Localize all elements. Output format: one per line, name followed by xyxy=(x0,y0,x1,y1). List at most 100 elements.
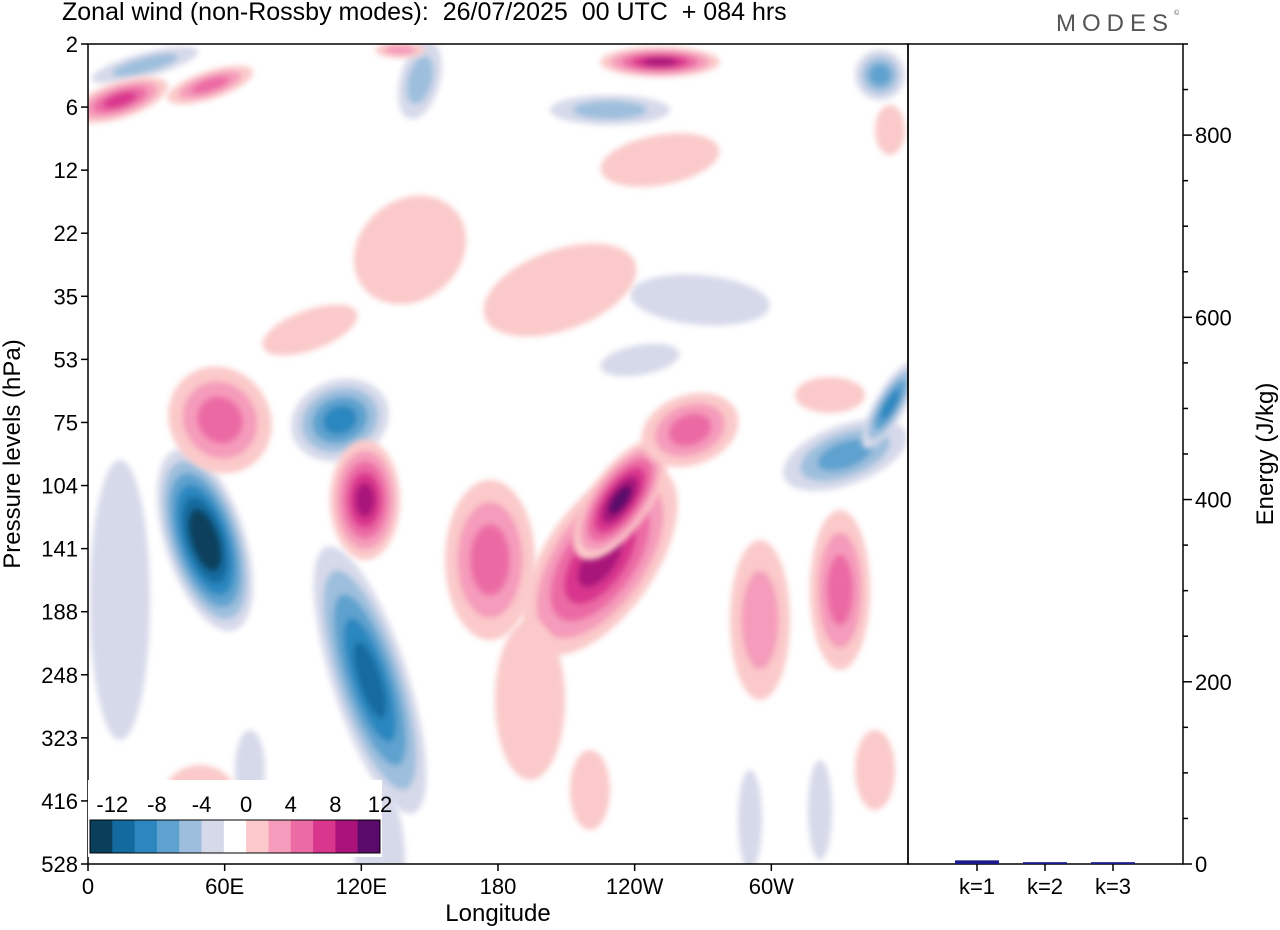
contour-level xyxy=(808,760,832,860)
contour-level xyxy=(570,750,610,830)
y-tick-label: 53 xyxy=(54,347,78,372)
contour-blob xyxy=(90,460,150,740)
contour-level xyxy=(630,274,770,326)
contour-blob xyxy=(91,46,199,84)
contour-level xyxy=(322,405,358,435)
contour-level xyxy=(190,76,230,94)
contour-level xyxy=(483,243,637,337)
contour-level xyxy=(868,63,892,87)
colorbar-frame xyxy=(89,819,381,854)
contour-blob xyxy=(166,65,254,105)
energy-bars: k=1 k=2 k=3 xyxy=(955,860,1135,899)
contour-level xyxy=(880,389,900,421)
colorbar-swatch xyxy=(313,820,336,853)
contour-blob xyxy=(808,760,832,860)
contour-blob xyxy=(875,105,905,155)
contour-blob xyxy=(641,392,739,468)
energy-bar xyxy=(1091,862,1135,864)
contour-level xyxy=(353,641,387,719)
energy-panel-frame xyxy=(907,43,1184,865)
contour-blob xyxy=(855,50,905,100)
contour-blob xyxy=(810,510,870,670)
contour-level xyxy=(353,195,467,305)
contour-level xyxy=(355,482,375,518)
contour-level xyxy=(573,100,647,120)
contour-blob xyxy=(353,195,467,305)
contour-level xyxy=(855,730,895,810)
contour-level xyxy=(795,377,865,413)
y-tick-label: 141 xyxy=(41,537,78,562)
y-tick-label: 75 xyxy=(54,410,78,435)
colorbar-tick-label: 0 xyxy=(240,792,252,817)
contour-blob xyxy=(495,620,565,780)
energy-axis: 0 200 400 600 800 xyxy=(1183,43,1232,877)
energy-bar xyxy=(1023,862,1067,864)
y-tick-label: 188 xyxy=(41,600,78,625)
contour-blob xyxy=(88,76,168,124)
energy-axis-label: Energy (J/kg) xyxy=(1252,383,1279,526)
contour-blob xyxy=(313,546,427,814)
x-tick-label: 60E xyxy=(205,874,244,899)
x-axis-label: Longitude xyxy=(445,900,550,927)
contour-blob xyxy=(550,95,670,125)
colorbar-swatch xyxy=(201,820,225,853)
contour-blob xyxy=(445,480,535,640)
contour-blob xyxy=(630,274,770,326)
contour-level xyxy=(600,133,720,187)
contour-level xyxy=(608,485,632,515)
y-tick-label: 2 xyxy=(66,32,78,57)
contour-level xyxy=(188,508,222,572)
contour-blob xyxy=(330,440,400,560)
contour-level xyxy=(470,524,510,596)
x-tick-label: 120W xyxy=(606,874,664,899)
contour-blob xyxy=(375,44,425,58)
contour-blob xyxy=(600,47,720,77)
contour-blob xyxy=(262,304,358,356)
contour-level xyxy=(738,770,762,864)
colorbar-swatch xyxy=(335,820,359,853)
contour-level xyxy=(817,439,873,471)
contour-blob xyxy=(738,770,762,864)
y-tick-label: 22 xyxy=(54,221,78,246)
energy-tick-label: 600 xyxy=(1195,305,1232,330)
contour-level xyxy=(90,460,150,740)
x-axis: 0 60E 120E 180 120W 60W xyxy=(82,864,794,899)
colorbar-swatch xyxy=(357,820,381,853)
contour-blob xyxy=(572,440,668,560)
contour-blob xyxy=(156,448,254,632)
energy-tick-label: 0 xyxy=(1195,852,1207,877)
y-tick-label: 323 xyxy=(41,726,78,751)
contour-level xyxy=(112,53,178,77)
contour-blob xyxy=(730,540,790,700)
contour-blob xyxy=(570,750,610,830)
brand-text: MODES xyxy=(1056,10,1175,37)
y-tick-label: 35 xyxy=(54,284,78,309)
energy-category-label: k=3 xyxy=(1095,874,1131,899)
colorbar-swatch xyxy=(90,820,113,853)
y-tick-label: 248 xyxy=(41,663,78,688)
colorbar-swatch xyxy=(223,820,247,853)
colorbar-tick-label: 8 xyxy=(329,792,341,817)
contour-level xyxy=(875,105,905,155)
contour-blob xyxy=(398,44,442,119)
colorbar-swatch xyxy=(268,820,292,853)
energy-tick-label: 400 xyxy=(1195,488,1232,513)
contour-blob xyxy=(600,133,720,187)
contour-level xyxy=(262,304,358,356)
colorbar-swatch xyxy=(246,820,269,853)
y-tick-label: 416 xyxy=(41,789,78,814)
y-tick-label: 104 xyxy=(41,474,78,499)
contour-level xyxy=(197,396,243,444)
chart-title: Zonal wind (non-Rossby modes): 26/07/202… xyxy=(62,0,787,26)
y-tick-label: 12 xyxy=(54,158,78,183)
contour-blob xyxy=(861,361,908,449)
contour-level xyxy=(826,554,854,626)
heatmap-field xyxy=(88,44,908,864)
contour-blob xyxy=(600,343,680,377)
y-tick-label: 6 xyxy=(66,95,78,120)
contour-level xyxy=(384,45,416,55)
contour-level xyxy=(600,343,680,377)
contour-blob xyxy=(483,243,637,337)
energy-tick-label: 800 xyxy=(1195,123,1232,148)
y-tick-label: 528 xyxy=(41,852,78,877)
